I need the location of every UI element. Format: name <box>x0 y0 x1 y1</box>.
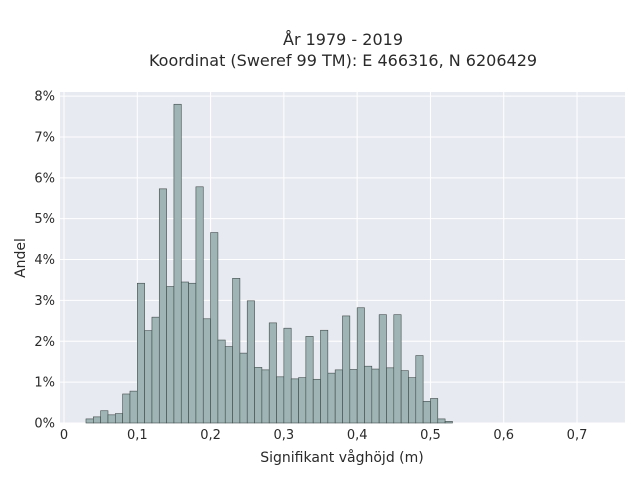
y-axis-label: Andel <box>13 238 29 278</box>
bar-series <box>85 103 453 424</box>
histogram-bar <box>320 329 329 424</box>
histogram-bar <box>93 416 101 424</box>
histogram-bar <box>422 401 431 424</box>
x-axis-ticks: 0 0,1 0,2 0,3 0,4 0,5 0,6 0,7 <box>60 428 588 443</box>
histogram-bar <box>298 377 307 424</box>
y-tick-label: 7% <box>34 130 55 145</box>
histogram-bar <box>254 367 263 424</box>
y-tick-label: 0% <box>34 417 55 432</box>
histogram-bar <box>195 186 204 424</box>
histogram-bar <box>364 365 373 424</box>
histogram-bar <box>290 378 299 424</box>
histogram-bar <box>371 368 380 424</box>
x-tick-label: 0,4 <box>347 428 368 443</box>
x-tick-label: 0,2 <box>200 428 221 443</box>
histogram-bar <box>415 355 424 424</box>
histogram-bar <box>334 369 343 424</box>
histogram-bar <box>386 367 395 424</box>
histogram-bar <box>129 390 138 424</box>
y-tick-label: 1% <box>34 376 55 391</box>
x-tick-label: 0,1 <box>127 428 148 443</box>
x-tick-label: 0,5 <box>420 428 441 443</box>
x-tick-label: 0,6 <box>493 428 514 443</box>
x-tick-label: 0 <box>60 428 68 443</box>
histogram-bar <box>173 103 182 424</box>
histogram-bar <box>100 410 109 424</box>
histogram-bar <box>210 232 219 424</box>
histogram-bar <box>217 339 226 424</box>
x-tick-label: 0,7 <box>567 428 588 443</box>
histogram-bar <box>356 307 365 424</box>
histogram-bar <box>261 369 270 424</box>
histogram-bar <box>268 322 277 424</box>
histogram-bar <box>107 414 116 424</box>
chart-title-line-1: År 1979 - 2019 <box>283 30 403 49</box>
histogram-bar <box>408 377 417 424</box>
histogram-bar <box>378 314 387 424</box>
histogram-bar <box>239 352 248 424</box>
x-tick-label: 0,3 <box>274 428 295 443</box>
histogram-bar <box>85 418 94 424</box>
histogram-bar <box>151 316 160 424</box>
histogram-bar <box>246 300 255 424</box>
histogram-bar <box>144 330 153 424</box>
y-tick-label: 5% <box>34 212 55 227</box>
histogram-bar <box>305 336 314 424</box>
histogram-bar <box>349 369 358 424</box>
histogram-bar <box>224 346 233 424</box>
histogram-bar <box>232 278 241 424</box>
histogram-bar <box>437 418 446 424</box>
histogram-bar <box>115 413 123 424</box>
y-tick-label: 3% <box>34 294 55 309</box>
y-tick-label: 6% <box>34 171 55 186</box>
histogram-bar <box>430 398 439 424</box>
histogram-bar <box>166 286 175 424</box>
histogram-bar <box>188 282 197 424</box>
histogram-bar <box>393 314 402 424</box>
y-axis-ticks: 0% 1% 2% 3% 4% 5% 6% 7% 8% <box>34 90 55 432</box>
histogram-bar <box>342 315 351 424</box>
histogram-bar <box>444 421 453 424</box>
histogram-bar <box>180 281 189 424</box>
histogram-bar <box>158 188 167 424</box>
histogram-bar <box>327 372 336 424</box>
histogram-bar <box>283 327 292 424</box>
y-tick-label: 2% <box>34 335 55 350</box>
histogram-bar <box>202 318 211 424</box>
histogram-bar <box>312 378 321 424</box>
chart-title-line-2: Koordinat (Sweref 99 TM): E 466316, N 62… <box>149 51 537 70</box>
y-tick-label: 4% <box>34 253 55 268</box>
x-axis-label: Signifikant våghöjd (m) <box>260 449 423 466</box>
y-tick-label: 8% <box>34 90 55 105</box>
histogram-bar <box>136 282 145 424</box>
histogram-bar <box>276 376 285 424</box>
histogram-bar <box>400 370 409 424</box>
histogram-bar <box>122 393 131 424</box>
